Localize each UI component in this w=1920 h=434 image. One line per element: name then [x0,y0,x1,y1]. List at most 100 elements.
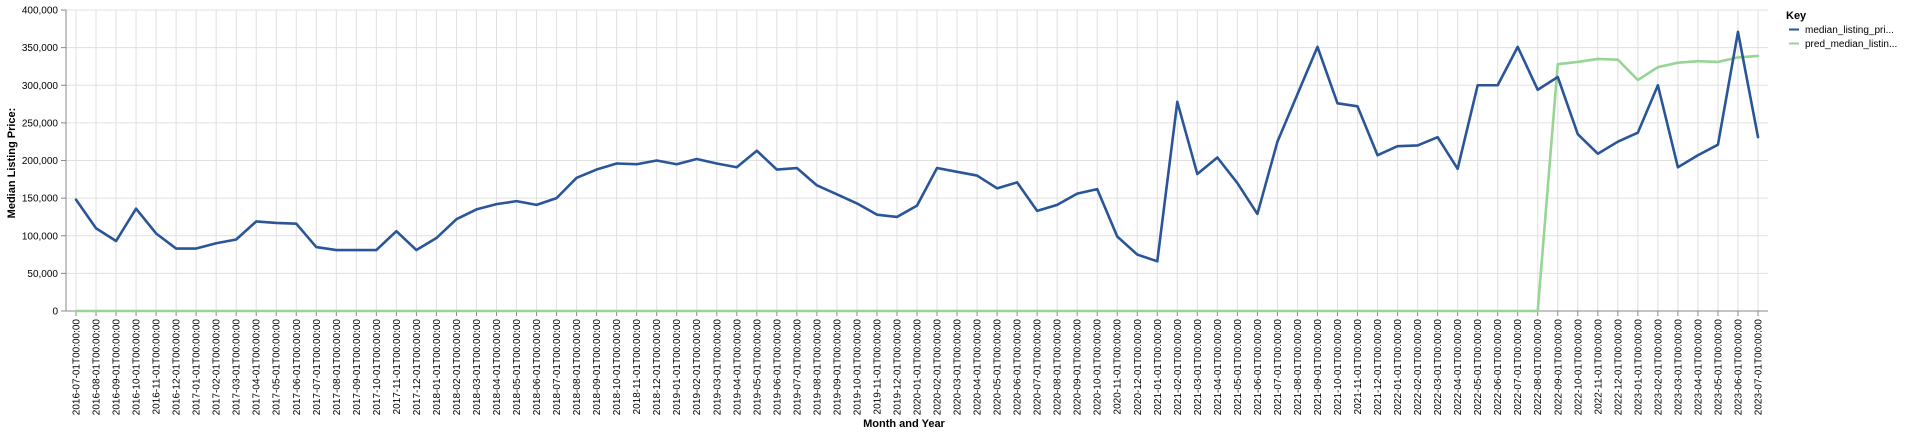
x-tick-label: 2019-11-01T00:00:00 [872,319,883,415]
x-tick-label: 2018-01-01T00:00:00 [432,319,443,416]
x-tick-label: 2019-08-01T00:00:00 [812,319,823,416]
y-tick-label: 400,000 [22,6,59,17]
x-tick-label: 2022-09-01T00:00:00 [1553,319,1564,416]
x-tick-label: 2021-08-01T00:00:00 [1293,319,1304,416]
x-tick-label: 2017-10-01T00:00:00 [372,319,383,416]
x-tick-label: 2019-09-01T00:00:00 [832,319,843,416]
x-tick-label: 2019-03-01T00:00:00 [712,319,723,416]
x-tick-label: 2017-11-01T00:00:00 [392,319,403,415]
x-tick-label: 2021-09-01T00:00:00 [1313,319,1324,416]
y-tick-label: 0 [52,307,58,318]
x-tick-label: 2018-09-01T00:00:00 [592,319,603,416]
y-tick-label: 350,000 [22,43,59,54]
x-tick-label: 2022-12-01T00:00:00 [1613,319,1624,416]
x-tick-label: 2019-07-01T00:00:00 [792,319,803,416]
x-tick-label: 2020-08-01T00:00:00 [1053,319,1064,416]
x-tick-label: 2022-10-01T00:00:00 [1573,319,1584,416]
x-tick-label: 2019-06-01T00:00:00 [772,319,783,416]
legend-label: median_listing_pri... [1805,25,1894,36]
gridlines [66,9,1768,312]
x-tick-label: 2016-11-01T00:00:00 [152,319,163,415]
x-tick-label: 2018-07-01T00:00:00 [552,319,563,416]
x-tick-label: 2022-03-01T00:00:00 [1433,319,1444,416]
x-tick-label: 2020-03-01T00:00:00 [953,319,964,416]
x-tick-label: 2021-12-01T00:00:00 [1373,319,1384,416]
x-tick-label: 2016-12-01T00:00:00 [172,319,183,416]
x-tick-label: 2021-11-01T00:00:00 [1353,319,1364,415]
x-tick-label: 2016-10-01T00:00:00 [132,319,143,416]
x-tick-label: 2020-05-01T00:00:00 [993,319,1004,416]
x-tick-label: 2020-06-01T00:00:00 [1013,319,1024,416]
x-tick-label: 2022-01-01T00:00:00 [1393,319,1404,416]
x-tick-label: 2021-03-01T00:00:00 [1193,319,1204,416]
x-tick-label: 2020-10-01T00:00:00 [1093,319,1104,416]
x-tick-label: 2020-11-01T00:00:00 [1113,319,1124,415]
y-tick-label: 100,000 [22,231,59,242]
x-tick-label: 2020-07-01T00:00:00 [1033,319,1044,416]
y-tick-label: 50,000 [27,269,58,280]
x-tick-label: 2022-07-01T00:00:00 [1513,319,1524,416]
legend: Key median_listing_pri... pred_median_lis… [1786,10,1897,50]
x-tick-label: 2023-03-01T00:00:00 [1673,319,1684,416]
x-tick-label: 2017-06-01T00:00:00 [292,319,303,416]
x-tick-label: 2017-07-01T00:00:00 [312,319,323,416]
x-tick-label: 2018-02-01T00:00:00 [452,319,463,416]
y-tick-label: 150,000 [22,194,59,205]
x-tick-label: 2020-02-01T00:00:00 [933,319,944,416]
x-tick-label: 2021-01-01T00:00:00 [1153,319,1164,416]
legend-title: Key [1786,10,1807,22]
x-tick-label: 2018-12-01T00:00:00 [652,319,663,416]
x-tick-label: 2018-06-01T00:00:00 [532,319,543,416]
x-tick-label: 2019-01-01T00:00:00 [672,319,683,416]
x-tick-label: 2018-04-01T00:00:00 [492,319,503,416]
legend-items: median_listing_pri... pred_median_listin.… [1789,25,1897,50]
x-tick-label: 2019-10-01T00:00:00 [852,319,863,416]
x-tick-label: 2020-01-01T00:00:00 [913,319,924,416]
x-tick-label: 2017-09-01T00:00:00 [352,319,363,416]
x-tick-label: 2020-09-01T00:00:00 [1073,319,1084,416]
x-tick-label: 2023-04-01T00:00:00 [1693,319,1704,416]
x-tick-label: 2018-05-01T00:00:00 [512,319,523,416]
x-tick-label: 2019-05-01T00:00:00 [752,319,763,416]
x-tick-label: 2022-08-01T00:00:00 [1533,319,1544,416]
x-tick-label: 2019-12-01T00:00:00 [892,319,903,416]
x-tick-label: 2018-11-01T00:00:00 [632,319,643,415]
y-tick-label: 300,000 [22,81,59,92]
x-tick-label: 2022-11-01T00:00:00 [1593,319,1604,415]
x-tick-label: 2019-04-01T00:00:00 [732,319,743,416]
x-tick-label: 2021-06-01T00:00:00 [1253,319,1264,416]
x-tick-label: 2020-04-01T00:00:00 [973,319,984,416]
x-tick-label: 2021-07-01T00:00:00 [1273,319,1284,416]
series-lines [74,30,1760,313]
y-axis-title: Median Listing Price: [6,108,18,219]
x-tick-label: 2018-10-01T00:00:00 [612,319,623,416]
x-tick-label: 2023-05-01T00:00:00 [1713,319,1724,416]
x-tick-label: 2021-04-01T00:00:00 [1213,319,1224,416]
x-tick-label: 2017-02-01T00:00:00 [212,319,223,416]
x-tick-label: 2016-08-01T00:00:00 [92,319,103,416]
x-tick-label: 2023-01-01T00:00:00 [1633,319,1644,416]
x-axis: 2016-07-01T00:00:00 2016-08-01T00:00:00 20… [66,310,1768,416]
x-tick-label: 2017-12-01T00:00:00 [412,319,423,416]
series-line-1 [74,54,1760,313]
x-tick-label: 2016-07-01T00:00:00 [72,319,83,416]
x-tick-label: 2017-03-01T00:00:00 [232,319,243,416]
x-tick-label: 2023-07-01T00:00:00 [1754,319,1765,416]
series-line-0 [74,30,1760,263]
x-tick-label: 2022-04-01T00:00:00 [1453,319,1464,416]
y-tick-label: 200,000 [22,156,59,167]
x-tick-label: 2018-08-01T00:00:00 [572,319,583,416]
x-tick-label: 2020-12-01T00:00:00 [1133,319,1144,416]
x-tick-label: 2017-01-01T00:00:00 [192,319,203,416]
x-tick-label: 2023-02-01T00:00:00 [1653,319,1664,416]
x-axis-title: Month and Year [863,418,945,430]
x-tick-label: 2021-10-01T00:00:00 [1333,319,1344,416]
x-tick-label: 2017-08-01T00:00:00 [332,319,343,416]
x-tick-label: 2016-09-01T00:00:00 [112,319,123,416]
x-tick-label: 2023-06-01T00:00:00 [1733,319,1744,416]
x-tick-label: 2017-05-01T00:00:00 [272,319,283,416]
legend-label: pred_median_listin... [1805,39,1897,50]
y-axis: 0 50,000 100,000 150,000 200,000 250,000 300,0… [22,6,67,318]
x-tick-label: 2018-03-01T00:00:00 [472,319,483,416]
